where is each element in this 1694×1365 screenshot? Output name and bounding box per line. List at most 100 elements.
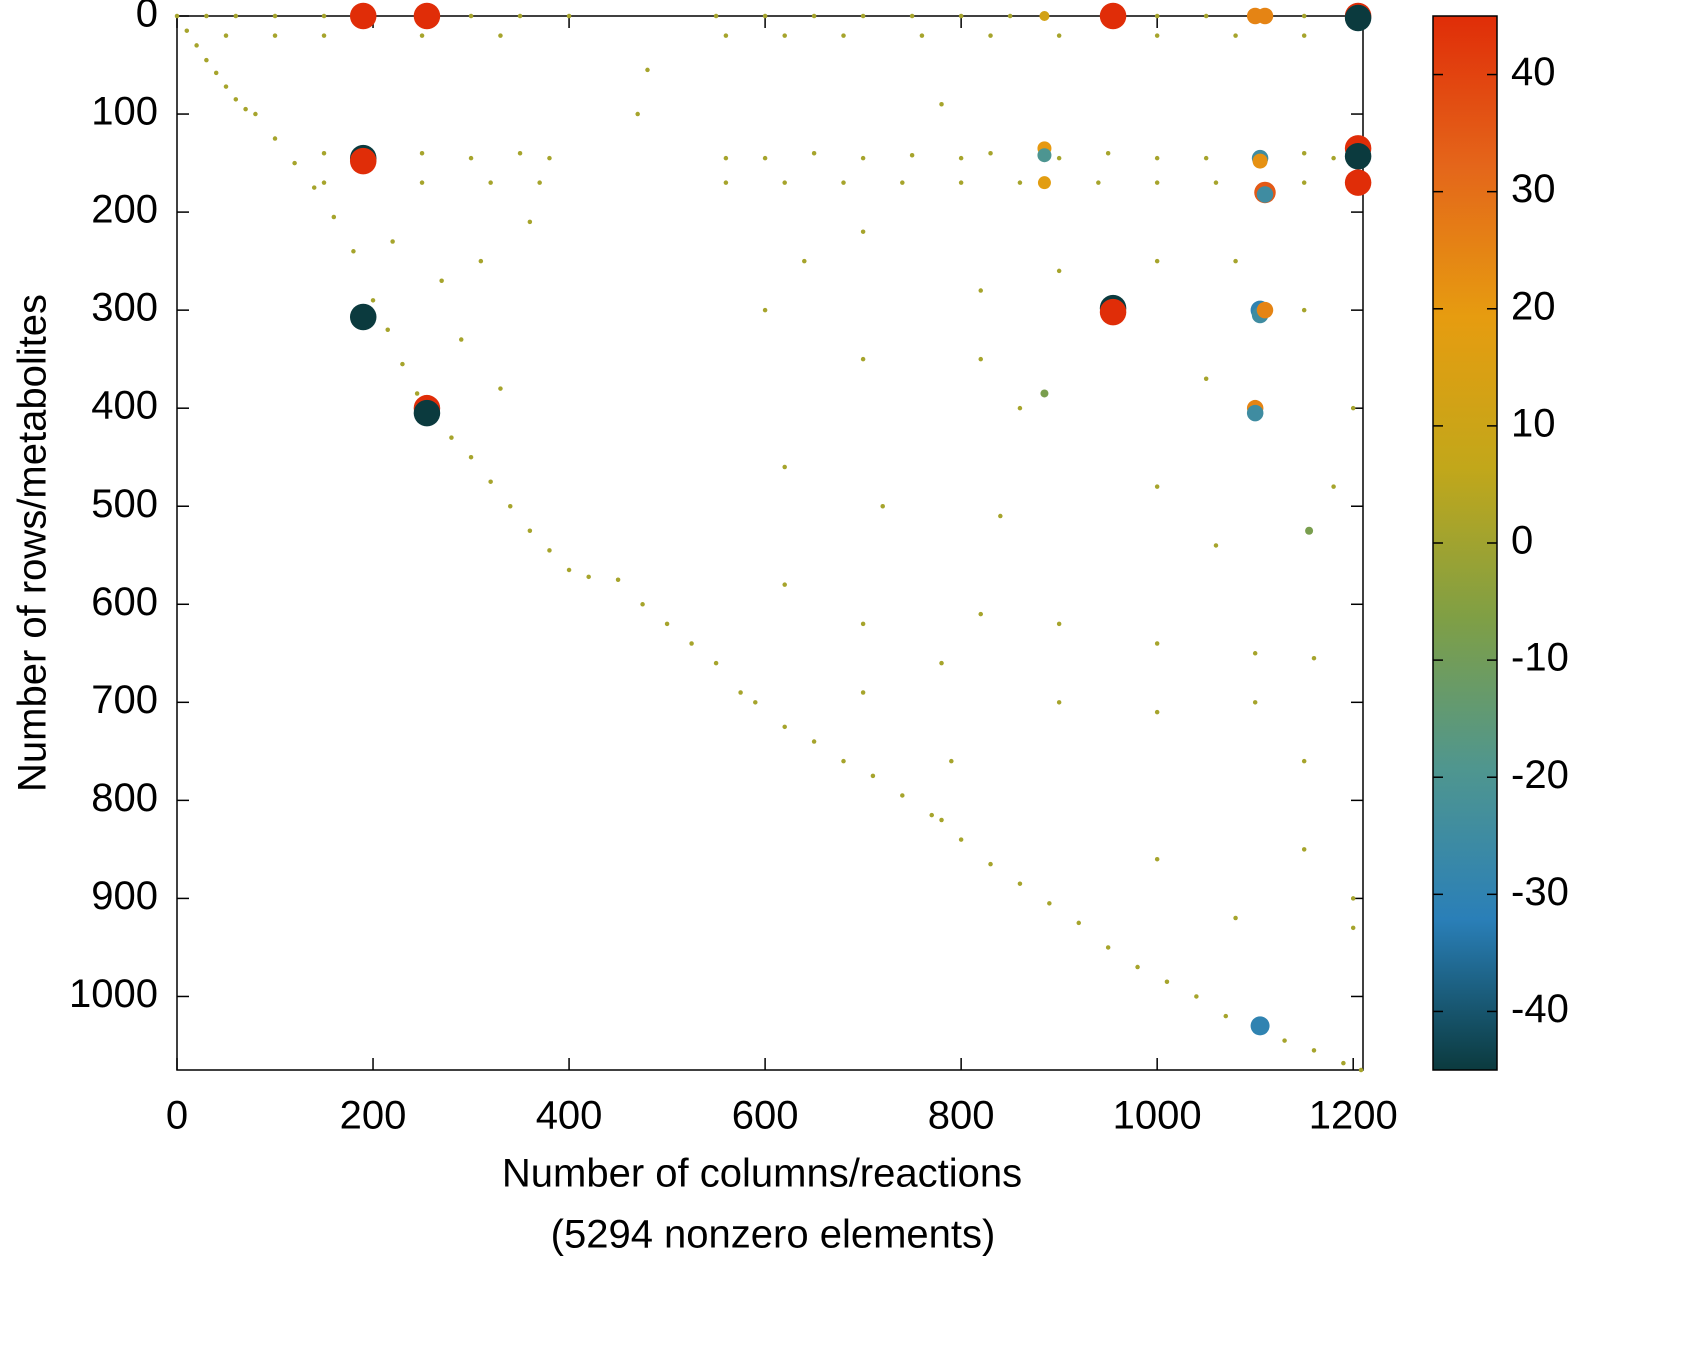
colorbar-tick-label: 40: [1511, 50, 1556, 94]
data-point: [860, 155, 866, 161]
colorbar-tick-label: 30: [1511, 167, 1556, 211]
data-point: [1154, 180, 1160, 185]
data-point: [1301, 180, 1307, 185]
data-point: [1252, 651, 1258, 656]
x-axis-note: (5294 nonzero elements): [551, 1213, 996, 1257]
data-point: [1056, 700, 1062, 705]
data-point: [900, 793, 905, 798]
data-point: [1213, 543, 1219, 548]
data-point: [1203, 155, 1209, 161]
data-point: [782, 180, 787, 185]
colorbar-tick-label: -40: [1511, 987, 1569, 1031]
data-point: [640, 602, 645, 607]
data-point: [1203, 376, 1209, 382]
data-point: [1350, 925, 1356, 931]
data-point: [527, 528, 533, 533]
data-point: [1341, 1060, 1346, 1066]
data-point: [566, 567, 572, 573]
data-point: [1331, 155, 1336, 161]
data-point: [988, 861, 993, 867]
data-point: [782, 724, 787, 730]
colorbar-tick-label: 10: [1511, 401, 1556, 445]
data-point: [547, 548, 552, 553]
y-axis-label: Number of rows/metabolites: [11, 294, 55, 792]
y-tick-label: 700: [91, 678, 158, 722]
data-point: [841, 758, 846, 764]
data-point: [468, 155, 474, 161]
data-point: [841, 33, 846, 38]
data-point: [723, 155, 729, 161]
plot-frame: [176, 15, 1364, 1071]
data-point: [586, 574, 591, 580]
data-point: [958, 155, 964, 161]
data-point: [1017, 881, 1023, 886]
data-point: [1252, 153, 1268, 169]
data-point: [488, 479, 493, 484]
data-point: [1154, 33, 1160, 38]
y-tick-label: 100: [91, 90, 158, 134]
data-point: [1154, 13, 1160, 19]
data-point: [449, 435, 454, 440]
data-point: [498, 33, 503, 38]
data-point: [243, 106, 248, 112]
data-point: [1007, 13, 1013, 19]
data-point: [753, 700, 758, 705]
x-tick-label: 800: [928, 1094, 995, 1138]
data-point: [321, 151, 327, 156]
data-point: [1301, 33, 1307, 38]
data-point: [419, 33, 425, 38]
data-point: [1105, 151, 1111, 156]
data-point: [1154, 484, 1160, 489]
data-point: [1256, 7, 1274, 25]
data-point: [204, 13, 209, 19]
data-point: [349, 147, 377, 175]
data-point: [1233, 258, 1238, 264]
data-point: [939, 101, 944, 107]
data-point: [1037, 176, 1051, 190]
data-point: [321, 180, 327, 185]
data-point: [1350, 405, 1356, 411]
data-point: [478, 258, 484, 264]
data-point: [782, 582, 787, 587]
data-point: [1040, 389, 1049, 398]
data-point: [194, 43, 199, 48]
data-point: [1017, 180, 1023, 185]
data-point: [664, 621, 670, 627]
data-point: [439, 278, 444, 283]
data-point: [811, 151, 817, 156]
y-tick-label: 0: [136, 0, 158, 36]
data-point: [468, 13, 474, 19]
data-point: [419, 180, 425, 185]
x-tick-label: 0: [166, 1094, 188, 1138]
data-point: [517, 151, 523, 156]
data-point: [998, 513, 1003, 519]
data-point: [1246, 404, 1264, 422]
data-point: [738, 690, 743, 695]
data-point: [349, 2, 377, 30]
data-point: [1096, 180, 1101, 185]
data-point: [1331, 484, 1336, 489]
data-point: [321, 33, 327, 38]
data-point: [880, 503, 885, 509]
data-point: [1154, 155, 1160, 161]
data-point: [1105, 945, 1111, 950]
data-point: [958, 13, 964, 19]
data-point: [385, 327, 390, 332]
data-point: [253, 111, 258, 117]
data-point: [1223, 1013, 1229, 1019]
data-point: [713, 13, 719, 19]
data-point: [331, 214, 337, 220]
data-point: [1039, 11, 1050, 21]
data-point: [615, 577, 621, 583]
data-point: [413, 399, 441, 427]
data-point: [1350, 896, 1356, 901]
colorbar-tick-label: -10: [1511, 636, 1569, 680]
data-point: [1305, 526, 1314, 535]
y-tick-label: 800: [91, 776, 158, 820]
data-point: [527, 219, 533, 225]
data-point: [1301, 307, 1307, 313]
data-point: [1282, 1038, 1287, 1043]
data-point: [900, 180, 905, 185]
data-point: [978, 288, 983, 293]
data-point: [390, 239, 395, 244]
